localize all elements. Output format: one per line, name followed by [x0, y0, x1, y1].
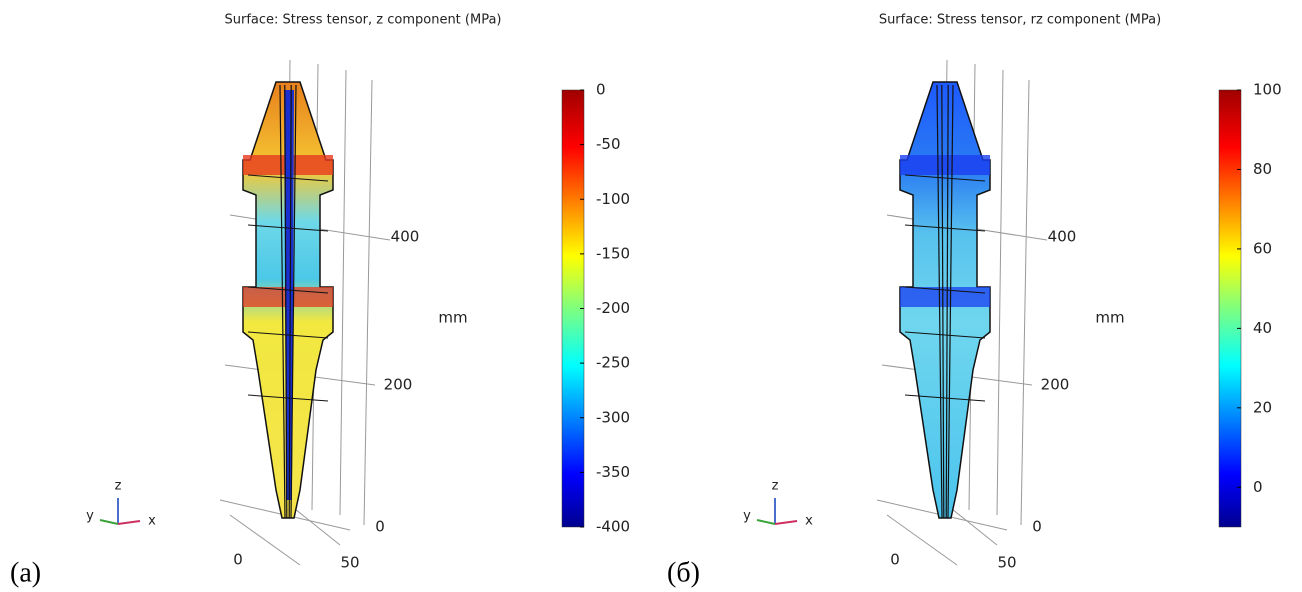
edge	[290, 84, 297, 519]
colorbar-tick-label: 100	[1253, 81, 1282, 99]
box-line	[1020, 79, 1030, 526]
triad-x	[774, 520, 798, 525]
edge	[247, 174, 329, 182]
triad-label: y	[86, 509, 94, 524]
colorbar-tick-label: -250	[596, 354, 630, 372]
x-tick-label: 50	[340, 554, 359, 572]
colorbar-tick-label: -150	[596, 244, 630, 262]
box-line	[996, 69, 1004, 516]
colorbar-tick-label: -300	[596, 408, 630, 426]
x-tick-label: 0	[890, 551, 900, 569]
box-line	[339, 69, 347, 516]
triad-label: x	[805, 514, 813, 529]
edge	[247, 224, 329, 232]
triad-label: z	[772, 479, 779, 494]
z-tick-label: 0	[1032, 518, 1042, 536]
z-tick-label: 400	[1048, 228, 1077, 246]
x-tick-label: 0	[233, 551, 243, 569]
box-line	[289, 504, 341, 546]
head-flange	[900, 155, 990, 175]
triad-label: y	[743, 509, 751, 524]
colorbar-tick-label: -50	[596, 135, 621, 153]
box-line	[229, 514, 301, 566]
triad-y	[756, 519, 776, 525]
colorbar-tick-label: -350	[596, 463, 630, 481]
triad-y	[99, 519, 119, 525]
colorbar	[1218, 89, 1242, 528]
triad-label: x	[148, 514, 156, 529]
z-tick-label: 400	[391, 228, 420, 246]
x-tick-label: 50	[997, 554, 1016, 572]
triad-label: z	[115, 479, 122, 494]
edge	[284, 84, 288, 519]
edge	[936, 84, 943, 519]
panel-label: (a)	[10, 557, 41, 588]
unit-label: mm	[1095, 309, 1124, 327]
edge	[904, 174, 986, 182]
edge	[247, 286, 329, 294]
edge	[904, 224, 986, 232]
edge	[904, 286, 986, 294]
colorbar-tick-label: 0	[1253, 478, 1263, 496]
box-line	[363, 79, 373, 526]
colorbar-tick-label: 20	[1253, 398, 1272, 416]
colorbar-tick-label: 80	[1253, 160, 1272, 178]
colorbar-tick-label: -400	[596, 518, 630, 536]
edge	[288, 84, 292, 519]
colorbar-tick-label: -200	[596, 299, 630, 317]
edge	[279, 84, 286, 519]
edge	[247, 394, 329, 402]
z-tick-label: 0	[375, 518, 385, 536]
edge	[941, 84, 945, 519]
colorbar-tick-label: 40	[1253, 319, 1272, 337]
box-line	[886, 514, 958, 566]
triad-x	[117, 520, 141, 525]
edge	[904, 331, 986, 339]
edge	[947, 84, 954, 519]
z-tick-label: 200	[1041, 376, 1070, 394]
unit-label: mm	[438, 309, 467, 327]
panel-title: Surface: Stress tensor, rz component (MP…	[879, 13, 1161, 28]
edge	[247, 331, 329, 339]
edge	[904, 394, 986, 402]
colorbar-tick-label: 0	[596, 81, 606, 99]
panel-title: Surface: Stress tensor, z component (MPa…	[224, 13, 501, 28]
z-tick-label: 200	[384, 376, 413, 394]
box-line	[946, 504, 998, 546]
colorbar-tick-label: -100	[596, 190, 630, 208]
panel-label: (б)	[667, 557, 700, 588]
edge	[945, 84, 949, 519]
colorbar-tick-label: 60	[1253, 239, 1272, 257]
